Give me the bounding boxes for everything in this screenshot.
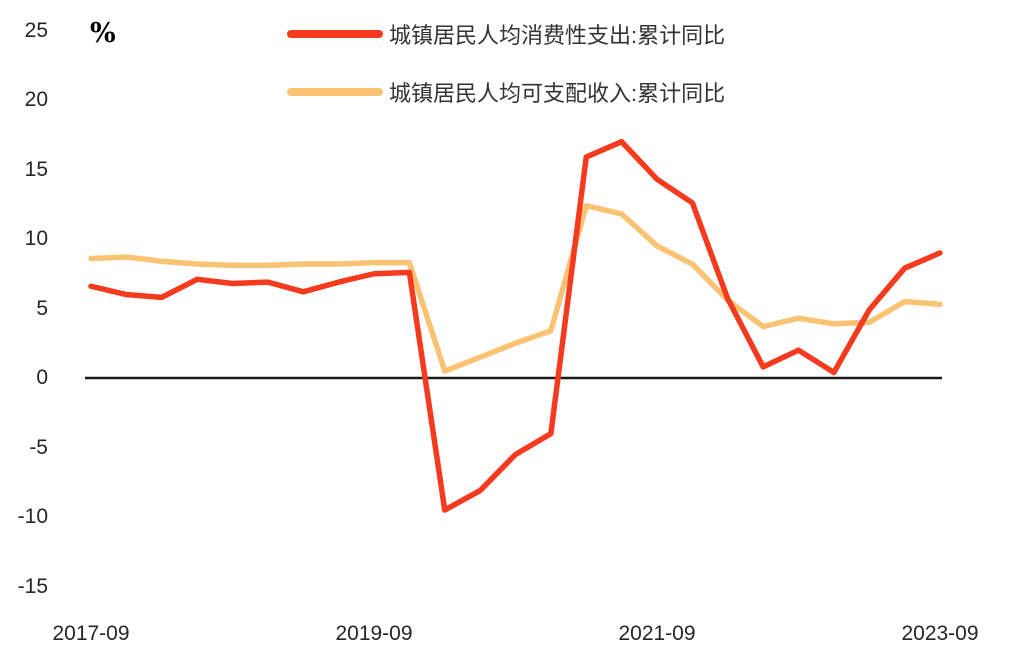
y-axis-tick-25: 25 <box>24 18 48 42</box>
y-axis-tick--10: -10 <box>17 505 48 528</box>
legend-label-income: 城镇居民人均可支配收入:累计同比 <box>389 81 726 106</box>
series-line-income <box>88 202 943 374</box>
x-axis-tick-2021-09: 2021-09 <box>618 622 696 645</box>
x-axis-tick-2023-09: 2023-09 <box>901 622 979 645</box>
y-axis-tick-10: 10 <box>24 227 48 250</box>
series-line-consumption <box>88 138 943 513</box>
x-axis-tick-2017-09: 2017-09 <box>52 622 130 645</box>
y-axis-tick-0: 0 <box>36 366 48 389</box>
y-axis-tick-20: 20 <box>24 88 48 111</box>
legend-swatch-income-line <box>287 88 383 96</box>
y-axis-tick--15: -15 <box>17 574 48 598</box>
legend-item-income: 城镇居民人均可支配收入:累计同比 <box>287 76 725 108</box>
y-axis-unit-label: % <box>90 18 116 49</box>
y-axis-tick-5: 5 <box>36 296 48 320</box>
legend-swatch-consumption-line <box>287 30 383 38</box>
legend-item-consumption: 城镇居民人均消费性支出:累计同比 <box>287 18 725 50</box>
x-axis-tick-2019-09: 2019-09 <box>335 622 413 645</box>
legend-label-consumption: 城镇居民人均消费性支出:累计同比 <box>389 23 726 48</box>
y-axis-tick-15: 15 <box>24 157 48 181</box>
y-axis-tick--5: -5 <box>29 435 48 459</box>
